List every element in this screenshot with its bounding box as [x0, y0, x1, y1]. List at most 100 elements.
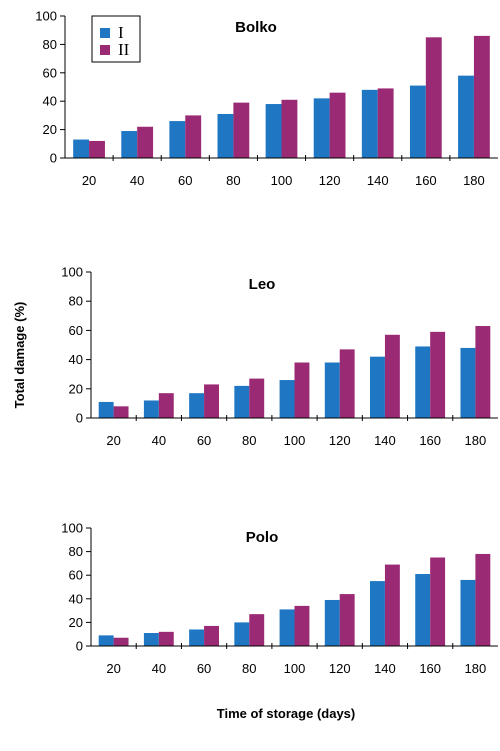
legend-label-ii: II [118, 40, 130, 59]
bar-i-60 [169, 121, 186, 158]
bar-i-20 [98, 401, 114, 418]
x-tick-label-180: 180 [463, 173, 485, 188]
x-tick-label-20: 20 [106, 661, 120, 676]
chart-panel-bolko: 0 20 40 60 80 100 20 40 60 80 100 120 140 160 180 Bolko [35, 9, 498, 188]
bar-ii-80 [249, 378, 265, 418]
bar-i-100 [279, 609, 295, 646]
bar-i-140 [361, 89, 378, 158]
x-tick-label-140: 140 [374, 661, 396, 676]
bar-ii-140 [384, 334, 400, 418]
y-tick-label-0: 0 [76, 639, 83, 654]
bar-ii-160 [425, 37, 442, 158]
bar-i-120 [324, 362, 340, 418]
bar-i-80 [217, 113, 234, 158]
bar-ii-40 [158, 631, 174, 646]
x-tick-label-20: 20 [82, 173, 96, 188]
bar-ii-60 [204, 625, 219, 646]
bar-i-180 [458, 75, 474, 158]
bar-i-20 [73, 139, 90, 158]
bar-i-180 [460, 579, 476, 646]
y-tick-label-40: 40 [43, 94, 57, 109]
y-tick-label-60: 60 [69, 568, 83, 583]
y-tick-label-60: 60 [69, 323, 83, 338]
bar-i-60 [189, 629, 205, 646]
bar-ii-180 [475, 326, 491, 418]
y-tick-label-20: 20 [69, 615, 83, 630]
x-tick-label-60: 60 [197, 433, 211, 448]
bar-i-80 [234, 622, 250, 646]
y-tick-label-80: 80 [69, 544, 83, 559]
bar-i-40 [143, 400, 159, 418]
x-tick-label-120: 120 [329, 661, 351, 676]
bar-ii-120 [339, 594, 355, 646]
bar-i-120 [324, 599, 340, 646]
bar-i-160 [415, 574, 431, 646]
legend: I II [91, 15, 141, 63]
bar-ii-140 [384, 564, 400, 646]
panel-title-polo: Polo [246, 529, 279, 546]
bar-ii-160 [430, 557, 446, 646]
x-tick-label-80: 80 [226, 173, 240, 188]
x-tick-label-180: 180 [465, 433, 487, 448]
x-tick-label-80: 80 [242, 661, 256, 676]
bar-i-20 [98, 635, 114, 646]
x-tick-label-140: 140 [374, 433, 396, 448]
y-tick-label-0: 0 [50, 151, 57, 166]
bar-ii-100 [294, 605, 310, 646]
x-tick-label-80: 80 [242, 433, 256, 448]
bar-i-40 [143, 633, 159, 646]
x-tick-label-40: 40 [152, 433, 166, 448]
bar-ii-100 [281, 99, 298, 158]
bar-i-160 [409, 85, 426, 158]
bar-i-100 [279, 380, 295, 418]
x-tick-label-160: 160 [419, 433, 441, 448]
panel-title-leo: Leo [249, 276, 276, 293]
y-tick-label-80: 80 [43, 37, 57, 52]
y-tick-label-0: 0 [76, 411, 83, 426]
bar-i-80 [234, 385, 250, 418]
x-tick-label-120: 120 [319, 173, 341, 188]
chart-panels: 0 20 40 60 80 100 20 40 60 80 100 120 140 160 180 Bolko… [35, 9, 498, 676]
bar-i-160 [415, 346, 431, 418]
y-tick-label-40: 40 [69, 352, 83, 367]
bar-ii-160 [430, 331, 446, 418]
bar-ii-20 [113, 637, 129, 646]
x-tick-label-160: 160 [415, 173, 437, 188]
bar-i-100 [265, 104, 282, 158]
legend-swatch-ii [100, 45, 110, 55]
x-axis-title: Time of storage (days) [217, 706, 355, 721]
chart-panel-leo: 0 20 40 60 80 100 20 40 60 80 100 120 140 160 180 Leo [61, 265, 498, 448]
bar-ii-100 [294, 362, 310, 418]
bar-i-60 [189, 393, 205, 418]
x-tick-label-100: 100 [271, 173, 293, 188]
bar-ii-40 [158, 393, 174, 418]
y-tick-label-100: 100 [61, 265, 83, 280]
bar-ii-60 [185, 115, 202, 158]
y-tick-label-20: 20 [69, 381, 83, 396]
bar-ii-20 [113, 406, 129, 418]
x-tick-label-60: 60 [197, 661, 211, 676]
x-tick-label-40: 40 [130, 173, 144, 188]
bar-i-40 [121, 131, 138, 158]
legend-label-i: I [118, 23, 124, 42]
y-tick-label-80: 80 [69, 294, 83, 309]
x-tick-label-100: 100 [284, 661, 306, 676]
chart-panel-polo: 0 20 40 60 80 100 20 40 60 80 100 120 140 160 180 Polo [61, 521, 498, 676]
bar-ii-20 [89, 140, 105, 158]
x-tick-label-120: 120 [329, 433, 351, 448]
x-tick-label-60: 60 [178, 173, 192, 188]
bar-i-180 [460, 347, 476, 418]
x-tick-label-40: 40 [152, 661, 166, 676]
bar-i-120 [313, 98, 330, 158]
x-tick-label-140: 140 [367, 173, 389, 188]
legend-swatch-i [100, 28, 110, 38]
x-tick-label-160: 160 [419, 661, 441, 676]
bar-ii-180 [475, 553, 491, 646]
bar-ii-60 [204, 384, 219, 418]
x-tick-label-180: 180 [465, 661, 487, 676]
bar-ii-120 [339, 349, 355, 418]
y-tick-label-60: 60 [43, 65, 57, 80]
y-tick-label-40: 40 [69, 591, 83, 606]
bar-i-140 [370, 581, 385, 646]
